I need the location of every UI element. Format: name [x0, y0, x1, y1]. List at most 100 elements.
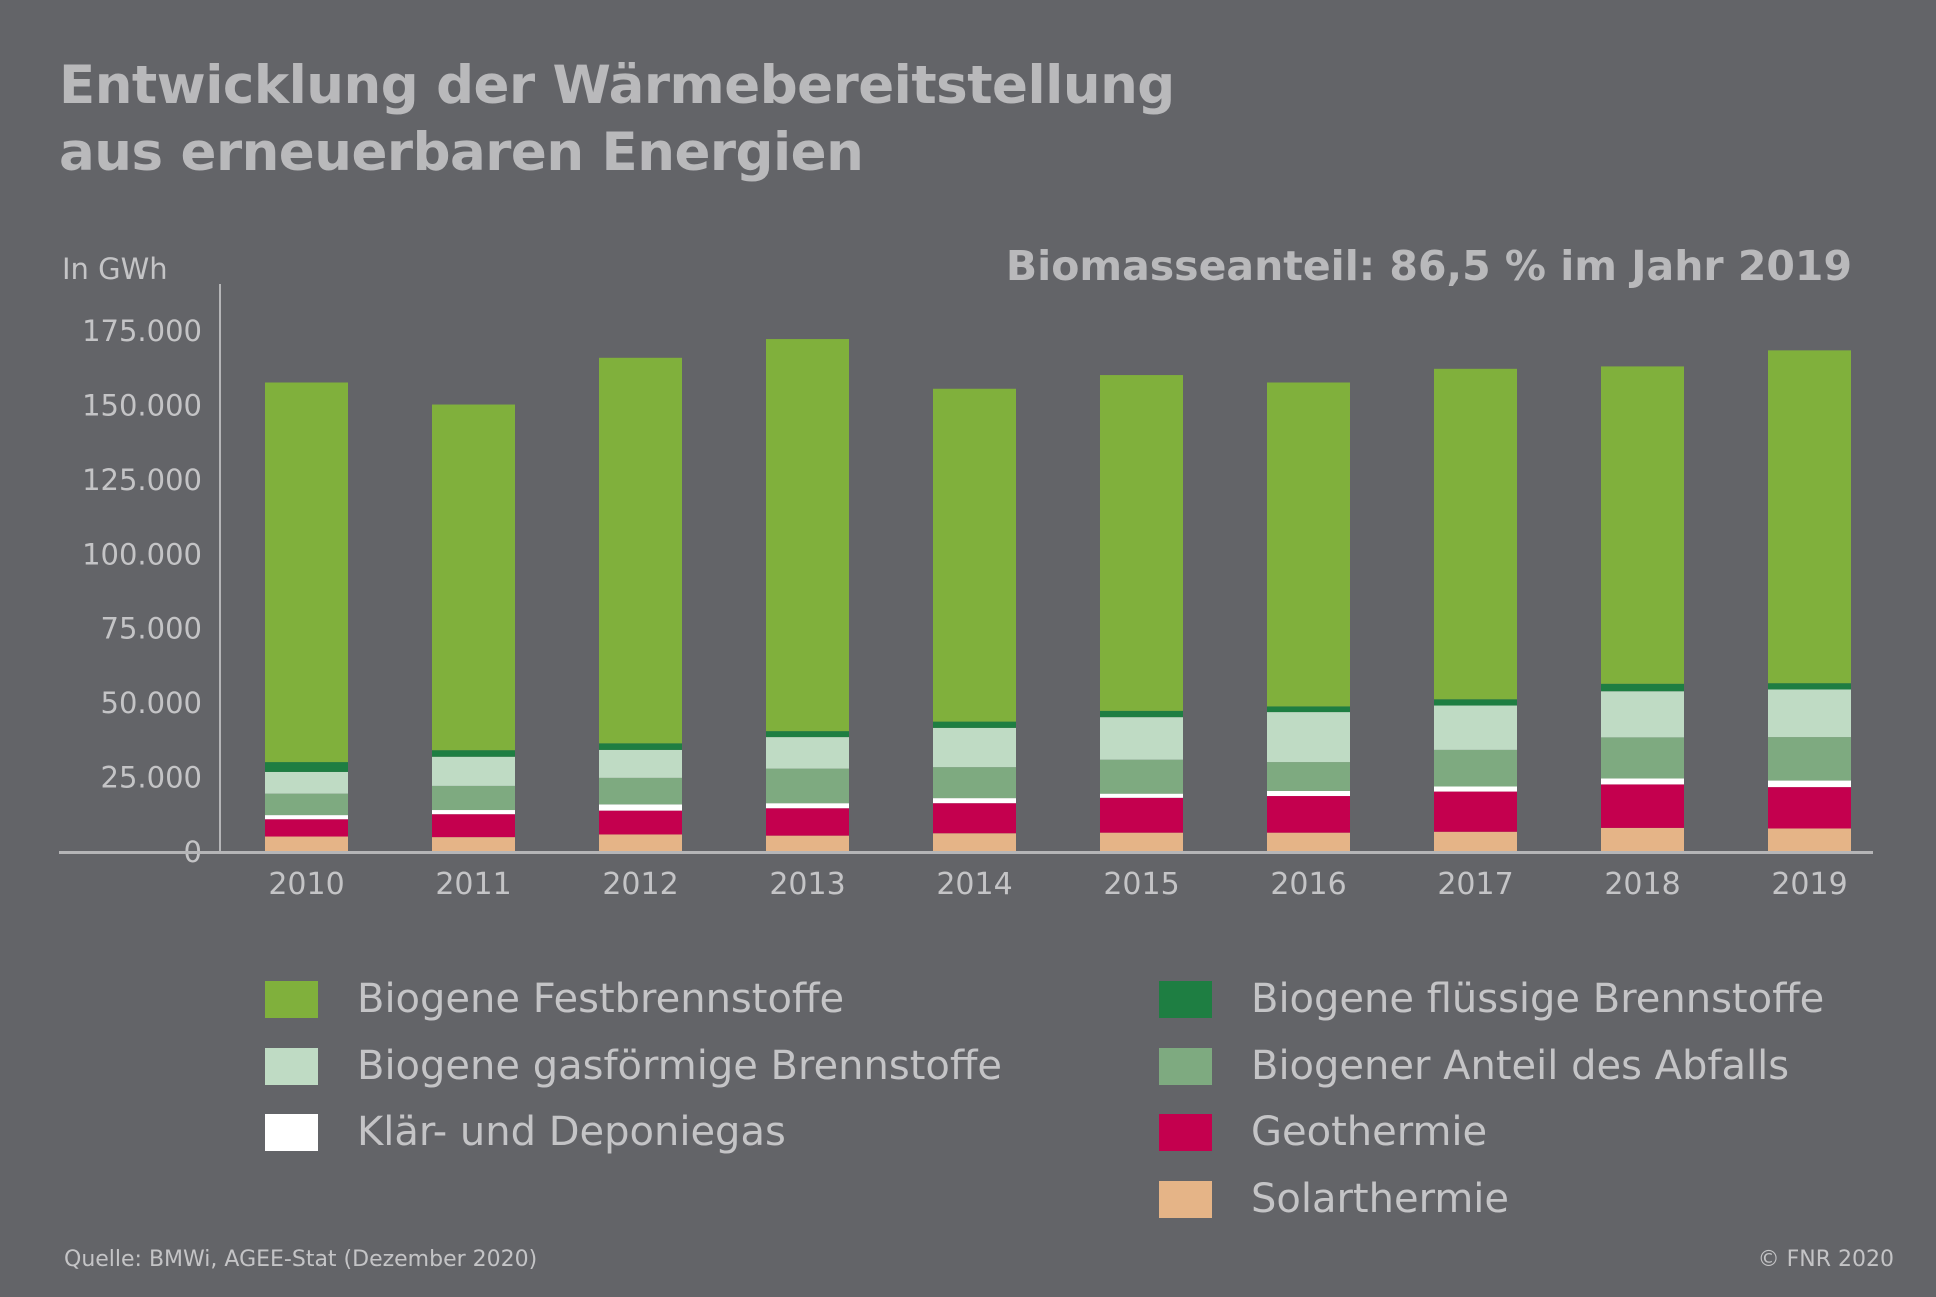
legend-item: Solarthermie: [1159, 1176, 1509, 1222]
x-tick-label: 2018: [1604, 867, 1680, 902]
y-tick-label: 100.000: [82, 537, 202, 571]
bar-segment-biogene-fl-ssige-brennstoffe-2014: [933, 721, 1016, 728]
bar-segment-biogener-anteil-des-abfalls-2017: [1434, 749, 1517, 787]
bar-segment-geothermie-2013: [766, 808, 849, 836]
bar-segment-biogene-gasf-rmige-brennstoffe-2018: [1601, 691, 1684, 738]
bar-segment-solarthermie-2016: [1267, 832, 1350, 852]
bar-segment-biogener-anteil-des-abfalls-2011: [432, 785, 515, 811]
bar-segment-biogene-festbrennstoffe-2013: [766, 339, 849, 732]
y-tick-label: 125.000: [82, 463, 202, 497]
bar-segment-biogene-festbrennstoffe-2014: [933, 388, 1016, 722]
bar-segment-biogene-fl-ssige-brennstoffe-2016: [1267, 706, 1350, 713]
bar-segment-kl-r-und-deponiegas-2019: [1768, 780, 1851, 788]
bar-segment-geothermie-2010: [265, 819, 348, 837]
y-tick-label: 175.000: [82, 314, 202, 348]
legend-item: Biogene gasförmige Brennstoffe: [265, 1043, 1002, 1089]
bar-segment-solarthermie-2012: [599, 834, 682, 852]
chart-title-line-1: Entwicklung der Wärmebereitstellung: [59, 55, 1175, 116]
bar-segment-biogener-anteil-des-abfalls-2015: [1100, 759, 1183, 794]
bar-segment-kl-r-und-deponiegas-2012: [599, 804, 682, 811]
x-tick-label: 2014: [936, 867, 1012, 902]
bar-segment-biogene-gasf-rmige-brennstoffe-2014: [933, 727, 1016, 768]
source-note: Quelle: BMWi, AGEE-Stat (Dezember 2020): [64, 1247, 538, 1272]
x-tick-label: 2010: [268, 867, 344, 902]
bar-segment-biogene-fl-ssige-brennstoffe-2019: [1768, 683, 1851, 690]
legend-swatch: [265, 980, 318, 1018]
bar-segment-solarthermie-2019: [1768, 828, 1851, 852]
bar-segment-kl-r-und-deponiegas-2010: [265, 815, 348, 820]
bar-segment-biogene-gasf-rmige-brennstoffe-2010: [265, 771, 348, 794]
legend-label: Klär- und Deponiegas: [357, 1109, 786, 1155]
bar-segment-biogene-gasf-rmige-brennstoffe-2011: [432, 756, 515, 786]
chart-subtitle: Biomasseanteil: 86,5 % im Jahr 2019: [1005, 242, 1852, 290]
bar-segment-biogene-festbrennstoffe-2017: [1434, 368, 1517, 700]
x-tick-label: 2012: [602, 867, 678, 902]
bar-segment-kl-r-und-deponiegas-2014: [933, 798, 1016, 804]
legend-item: Biogene Festbrennstoffe: [265, 976, 844, 1022]
legend-swatch: [1159, 1113, 1212, 1151]
bar-segment-geothermie-2011: [432, 814, 515, 838]
bar-segment-biogene-festbrennstoffe-2011: [432, 404, 515, 751]
bar-segment-biogener-anteil-des-abfalls-2014: [933, 767, 1016, 799]
legend-swatch: [1159, 1180, 1212, 1218]
legend-item: Geothermie: [1159, 1109, 1487, 1155]
bar-segment-biogene-fl-ssige-brennstoffe-2013: [766, 731, 849, 738]
bar-segment-biogener-anteil-des-abfalls-2010: [265, 793, 348, 816]
bar-segment-solarthermie-2011: [432, 837, 515, 852]
bar-segment-geothermie-2018: [1601, 784, 1684, 828]
bar-segment-biogene-gasf-rmige-brennstoffe-2019: [1768, 689, 1851, 738]
y-tick-label: 75.000: [101, 612, 202, 646]
bar-segment-biogene-festbrennstoffe-2012: [599, 357, 682, 744]
bar-segment-geothermie-2019: [1768, 787, 1851, 829]
y-tick-label: 50.000: [101, 686, 202, 720]
bar-segment-biogene-festbrennstoffe-2015: [1100, 375, 1183, 711]
bar-segment-solarthermie-2017: [1434, 831, 1517, 852]
bar-segment-biogene-fl-ssige-brennstoffe-2010: [265, 762, 348, 772]
bar-segment-biogene-festbrennstoffe-2018: [1601, 366, 1684, 684]
bar-segment-geothermie-2012: [599, 810, 682, 835]
bar-segment-kl-r-und-deponiegas-2018: [1601, 778, 1684, 785]
legend-item: Biogene flüssige Brennstoffe: [1159, 976, 1824, 1022]
y-axis-label: In GWh: [62, 252, 168, 286]
legend-label: Solarthermie: [1251, 1176, 1510, 1222]
bar-segment-biogene-gasf-rmige-brennstoffe-2017: [1434, 705, 1517, 750]
bar-segment-biogene-fl-ssige-brennstoffe-2015: [1100, 710, 1183, 718]
bar-segment-solarthermie-2013: [766, 835, 849, 852]
bar-segment-geothermie-2015: [1100, 797, 1183, 833]
x-tick-label: 2013: [769, 867, 845, 902]
bar-segment-solarthermie-2014: [933, 833, 1016, 852]
y-tick-label: 25.000: [101, 761, 202, 795]
bar-segment-biogener-anteil-des-abfalls-2018: [1601, 737, 1684, 779]
bar-segment-geothermie-2017: [1434, 791, 1517, 832]
legend-label: Biogene Festbrennstoffe: [357, 976, 845, 1022]
legend-swatch: [265, 1113, 318, 1151]
bar-segment-biogene-fl-ssige-brennstoffe-2018: [1601, 683, 1684, 692]
bar-segment-biogene-gasf-rmige-brennstoffe-2016: [1267, 712, 1350, 763]
legend-label: Biogene flüssige Brennstoffe: [1251, 976, 1825, 1022]
y-tick-label: 150.000: [82, 388, 202, 422]
bar-segment-biogene-festbrennstoffe-2019: [1768, 350, 1851, 684]
chart-title-line-2: aus erneuerbaren Energien: [59, 122, 864, 183]
bar-segment-biogene-fl-ssige-brennstoffe-2012: [599, 743, 682, 750]
x-tick-label: 2016: [1270, 867, 1346, 902]
bar-segment-kl-r-und-deponiegas-2016: [1267, 790, 1350, 797]
bar-segment-biogene-fl-ssige-brennstoffe-2011: [432, 750, 515, 757]
bar-segment-biogene-gasf-rmige-brennstoffe-2015: [1100, 717, 1183, 760]
bar-segment-kl-r-und-deponiegas-2013: [766, 803, 849, 809]
bar-segment-kl-r-und-deponiegas-2017: [1434, 786, 1517, 792]
bar-segment-biogener-anteil-des-abfalls-2013: [766, 768, 849, 804]
legend-swatch: [1159, 1047, 1212, 1085]
bar-segment-geothermie-2016: [1267, 796, 1350, 833]
legend-item: Biogener Anteil des Abfalls: [1159, 1043, 1789, 1089]
legend-swatch: [265, 1047, 318, 1085]
legend-label: Biogene gasförmige Brennstoffe: [357, 1043, 1003, 1089]
bar-segment-solarthermie-2015: [1100, 832, 1183, 852]
chart-title: Entwicklung der Wärmebereitstellung aus …: [59, 52, 1175, 186]
bar-segment-geothermie-2014: [933, 803, 1016, 834]
x-tick-label: 2019: [1771, 867, 1847, 902]
legend-label: Geothermie: [1251, 1109, 1488, 1155]
bar-segment-biogener-anteil-des-abfalls-2019: [1768, 737, 1851, 781]
bar-segment-kl-r-und-deponiegas-2015: [1100, 793, 1183, 798]
bar-segment-biogene-gasf-rmige-brennstoffe-2013: [766, 737, 849, 769]
